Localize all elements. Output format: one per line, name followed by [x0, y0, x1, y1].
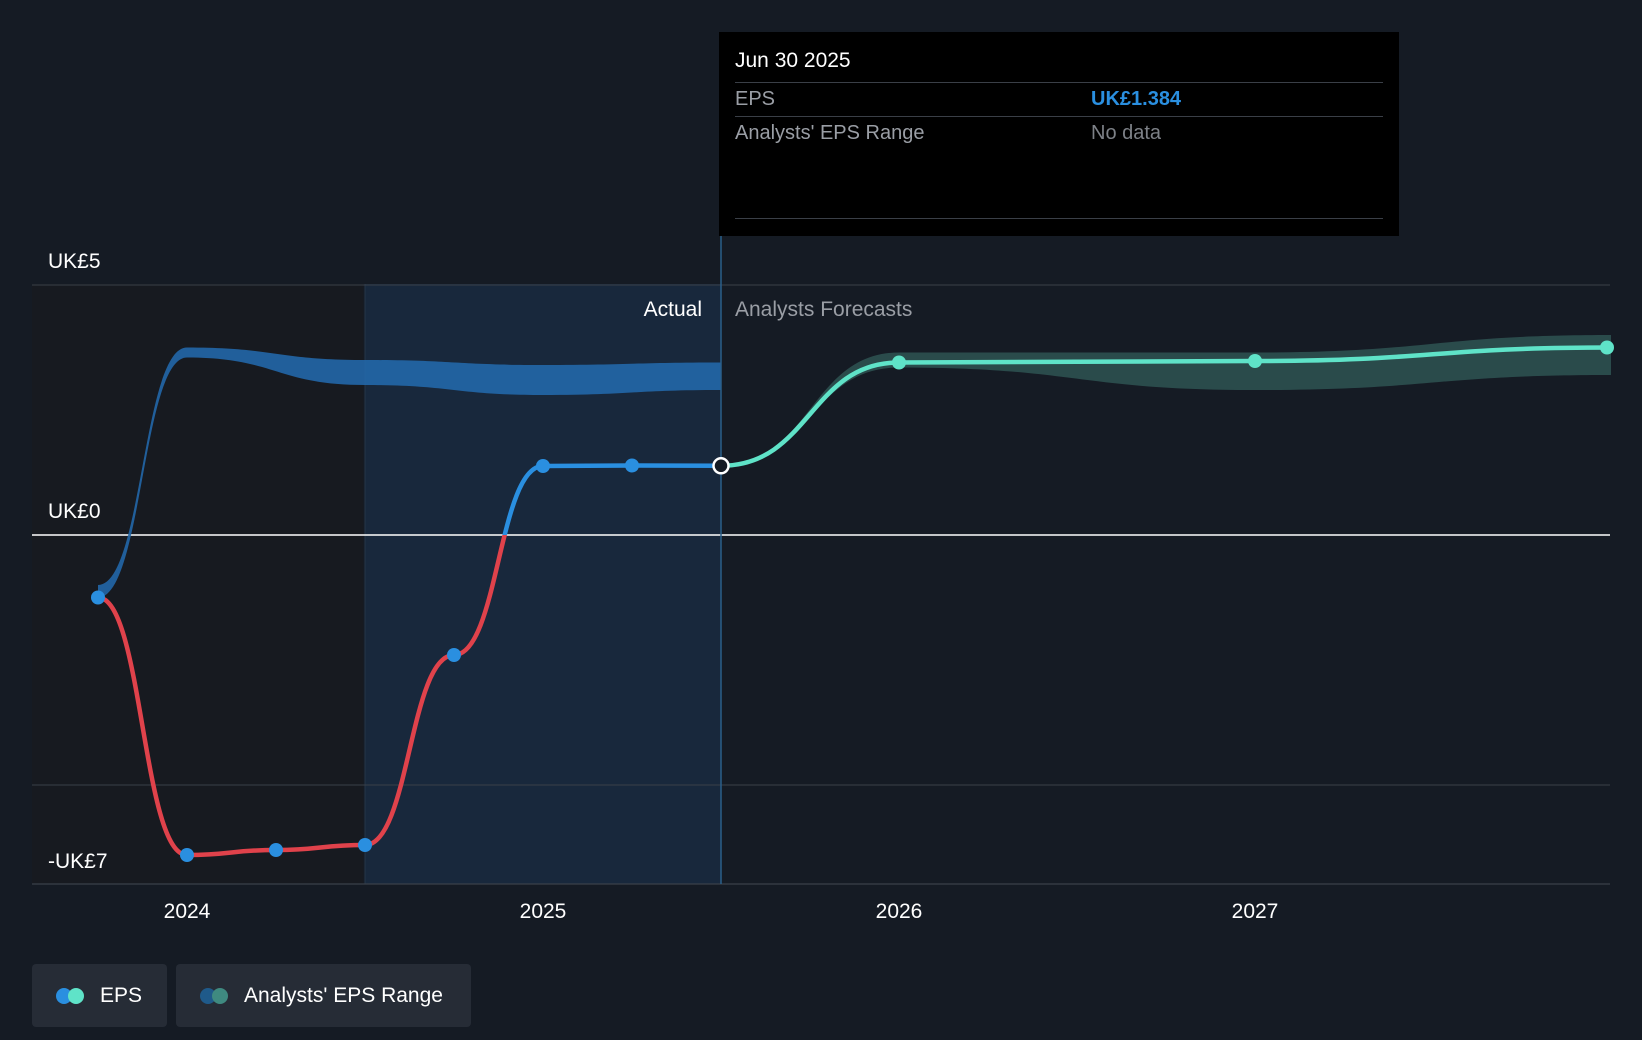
analysts-range-bands: [98, 335, 1611, 598]
legend-eps-label: EPS: [100, 983, 143, 1007]
y-tick-label: UK£5: [48, 250, 101, 273]
tooltip-date: Jun 30 2025: [735, 49, 851, 72]
eps-point: [180, 848, 194, 862]
tooltip-range-value: No data: [1091, 122, 1162, 144]
past-shade: [32, 284, 363, 884]
eps-point: [91, 590, 105, 605]
tooltip-divider: [735, 218, 1383, 219]
analysts-range-band-forecast: [721, 335, 1611, 466]
eps-lines: [97, 345, 1612, 858]
actual-label: Actual: [644, 298, 702, 321]
eps-forecast-point: [1248, 354, 1262, 368]
x-tick-label: 2027: [1232, 900, 1279, 923]
eps-point: [269, 843, 283, 857]
legend-range-label: Analysts' EPS Range: [244, 983, 443, 1007]
eps-line-negative: [97, 535, 507, 858]
gridlines: [32, 284, 1610, 885]
eps-point: [358, 838, 372, 852]
eps-point: [447, 648, 461, 662]
y-tick-label: UK£0: [48, 500, 101, 523]
eps-forecast-point: [1600, 340, 1614, 355]
tooltip-eps-label: EPS: [735, 88, 776, 110]
eps-point: [625, 458, 639, 473]
tooltip-row-eps: EPS UK£1.384: [735, 82, 1383, 116]
y-tick-label: -UK£7: [48, 850, 108, 873]
eps-line-positive: [502, 463, 722, 535]
x-tick-label: 2024: [164, 900, 211, 923]
range-legend-icon: [200, 987, 230, 1005]
x-tick-label: 2026: [876, 900, 923, 923]
legend-eps-toggle[interactable]: EPS: [32, 964, 167, 1027]
eps-forecast-point: [892, 355, 906, 370]
tooltip-range-label: Analysts' EPS Range: [735, 122, 925, 144]
eps-forecast-line: [720, 345, 1612, 469]
legend: EPS Analysts' EPS Range: [32, 964, 471, 1027]
tooltip: Jun 30 2025 EPS UK£1.384 Analysts' EPS R…: [719, 32, 1399, 236]
eps-points: [91, 340, 1614, 862]
tooltip-eps-value: UK£1.384: [1091, 88, 1182, 110]
legend-range-toggle[interactable]: Analysts' EPS Range: [176, 964, 471, 1027]
eps-point: [712, 457, 730, 475]
y-axis-labels: UK£5 UK£0 -UK£7: [48, 250, 108, 873]
x-tick-label: 2025: [520, 900, 567, 923]
forecast-label: Analysts Forecasts: [735, 298, 912, 321]
analysts-range-band-past: [98, 347, 721, 598]
x-axis-labels: 2024 2025 2026 2027: [164, 900, 1279, 923]
eps-point: [536, 459, 550, 473]
tooltip-row-range: Analysts' EPS Range No data: [735, 116, 1383, 150]
eps-legend-icon: [56, 987, 86, 1005]
